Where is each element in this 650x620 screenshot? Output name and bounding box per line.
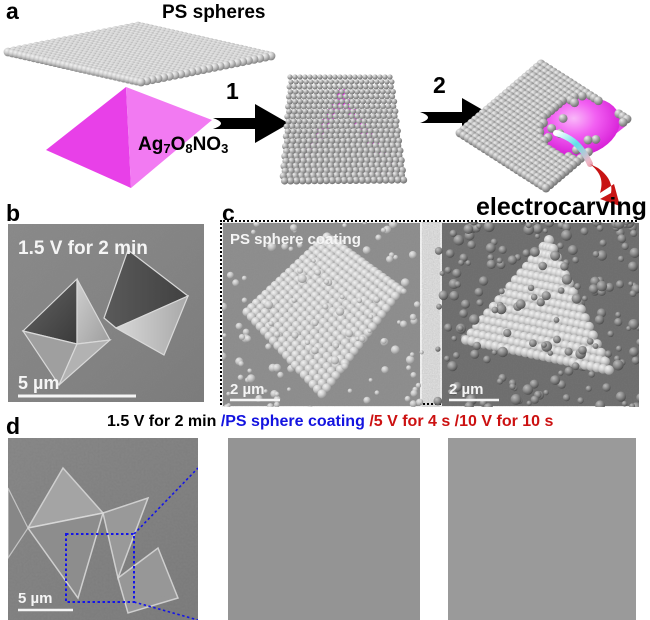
svg-text:5 µm: 5 µm (18, 373, 59, 393)
svg-text:2 µm: 2 µm (449, 381, 484, 398)
svg-text:Ag7O8NO3: Ag7O8NO3 (138, 134, 228, 156)
svg-text:5 µm: 5 µm (18, 590, 53, 607)
svg-text:2 µm: 2 µm (230, 381, 265, 398)
svg-text:1: 1 (226, 78, 239, 104)
svg-text:electrocarving: electrocarving (476, 193, 647, 221)
svg-text:2: 2 (433, 72, 446, 98)
